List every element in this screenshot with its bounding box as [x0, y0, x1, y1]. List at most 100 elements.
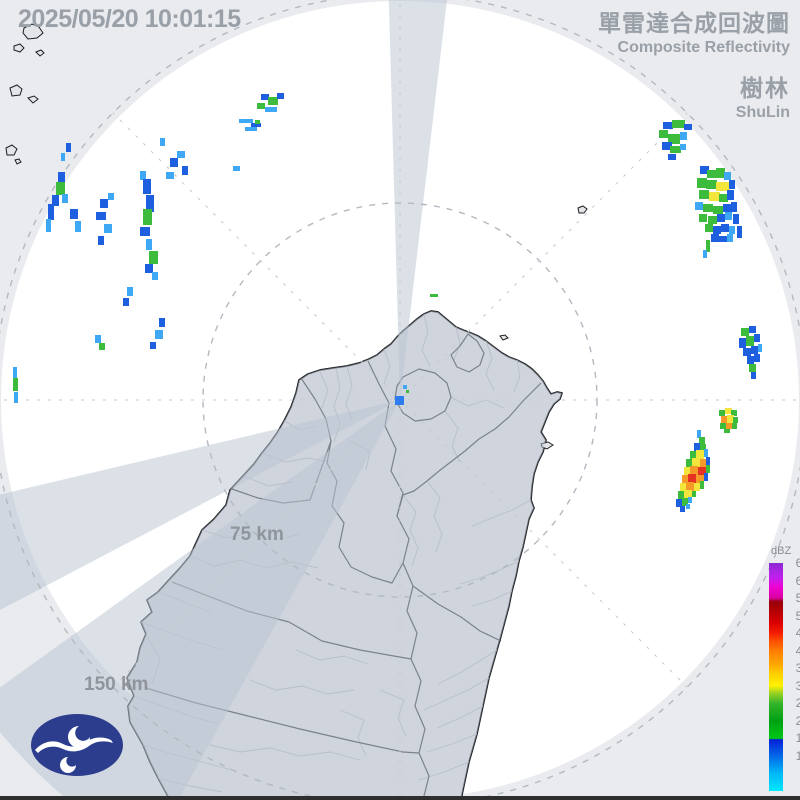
cwa-logo — [31, 714, 123, 776]
echo-cell — [95, 335, 101, 343]
echo-cell — [682, 475, 688, 483]
echo-cell — [688, 474, 696, 483]
echo-cell — [741, 328, 749, 336]
echo-cell — [98, 236, 104, 245]
echo-cell — [694, 443, 700, 451]
echo-cell — [719, 236, 727, 242]
echo-cell — [680, 132, 687, 140]
echo-cell — [13, 378, 18, 391]
legend-tick-label: 20 — [795, 713, 800, 728]
echo-cell — [430, 294, 438, 297]
echo-cell — [696, 475, 704, 483]
echo-cell — [676, 499, 682, 507]
echo-cell — [255, 120, 260, 124]
echo-cell — [721, 224, 729, 232]
echo-cell — [678, 491, 684, 499]
echo-cell — [706, 180, 717, 189]
echo-cell — [754, 334, 760, 342]
echo-cell — [695, 202, 703, 210]
station-name-en: ShuLin — [735, 104, 790, 121]
blocked-sector — [0, 400, 400, 611]
cwa-wave-icon — [35, 726, 113, 773]
echo-cell — [700, 166, 709, 174]
echo-cell — [692, 458, 700, 468]
echo-cell — [717, 214, 725, 222]
echo-cell — [751, 346, 758, 354]
echo-cell — [699, 437, 705, 444]
echo-cell — [108, 193, 114, 200]
legend-tick-label: 45 — [795, 626, 800, 641]
echo-cell — [46, 219, 51, 232]
echo-cell — [737, 226, 742, 238]
range-ring-label-75km: 75 km — [230, 524, 284, 545]
echo-cell — [659, 130, 668, 138]
echo-cell — [724, 172, 731, 180]
echo-cell — [705, 224, 713, 232]
echo-cell — [688, 497, 692, 503]
echo-cell — [682, 498, 688, 506]
echo-cell — [13, 367, 17, 378]
echo-cell — [251, 123, 261, 127]
echo-cell — [704, 449, 708, 457]
station-name-zh: 樹林 — [740, 75, 790, 101]
echo-cell — [104, 224, 112, 233]
echo-cell — [684, 490, 692, 499]
echo-cell — [694, 483, 700, 491]
azimuth-spoke — [405, 405, 688, 688]
echo-cell — [99, 343, 105, 350]
echo-cell — [56, 182, 65, 195]
echo-cell — [403, 385, 407, 389]
echo-cell — [749, 364, 756, 372]
echo-cell — [261, 94, 269, 100]
echo-cell — [62, 194, 68, 203]
echo-cell — [727, 415, 734, 423]
echo-cell — [145, 264, 153, 273]
echo-cell — [707, 170, 717, 178]
echo-cell — [713, 226, 721, 234]
echo-cell — [719, 410, 725, 416]
echo-cell — [672, 120, 685, 128]
echo-cell — [239, 119, 253, 123]
echo-cell — [277, 93, 284, 99]
echo-cell — [725, 408, 732, 414]
legend-title: dBZ — [771, 545, 792, 557]
echo-cell — [75, 221, 81, 232]
echo-cell — [149, 251, 158, 264]
footer-bar — [0, 796, 800, 800]
echo-cell — [731, 410, 737, 416]
echo-cell — [716, 182, 730, 191]
echo-cell — [48, 204, 54, 220]
echo-cell — [686, 482, 694, 491]
echo-cell — [668, 154, 676, 160]
echo-cell — [758, 344, 762, 352]
header-titles: 單雷達合成回波圖 Composite Reflectivity 樹林 ShuLi… — [598, 4, 790, 122]
legend-colorbar — [769, 563, 783, 791]
echo-cell — [146, 239, 152, 250]
echo-cell — [233, 166, 240, 171]
echo-cell — [692, 491, 696, 497]
echo-cell — [700, 481, 704, 489]
echo-cell — [14, 392, 18, 403]
legend-tick-label: 60 — [795, 573, 800, 588]
legend-tick-label: 5 — [785, 766, 800, 780]
azimuth-spoke — [112, 112, 395, 395]
echo-cell — [152, 272, 158, 280]
range-ring-label-150km: 150 km — [84, 674, 149, 695]
echo-cell — [708, 216, 717, 224]
echo-cell — [696, 450, 704, 459]
echo-cell — [684, 467, 690, 475]
legend-tick-label: 50 — [795, 608, 800, 623]
echo-cell — [680, 506, 685, 512]
echo-cell — [159, 318, 165, 327]
echo-cell — [721, 416, 727, 423]
echo-cell — [729, 226, 735, 234]
echo-cell — [697, 178, 707, 188]
echo-cell — [719, 194, 728, 202]
echo-cell — [723, 204, 731, 212]
echo-cell — [700, 444, 706, 452]
echo-cell — [406, 390, 409, 393]
echo-cell — [726, 423, 733, 429]
echo-cell — [670, 146, 681, 153]
echo-cell — [700, 459, 706, 467]
